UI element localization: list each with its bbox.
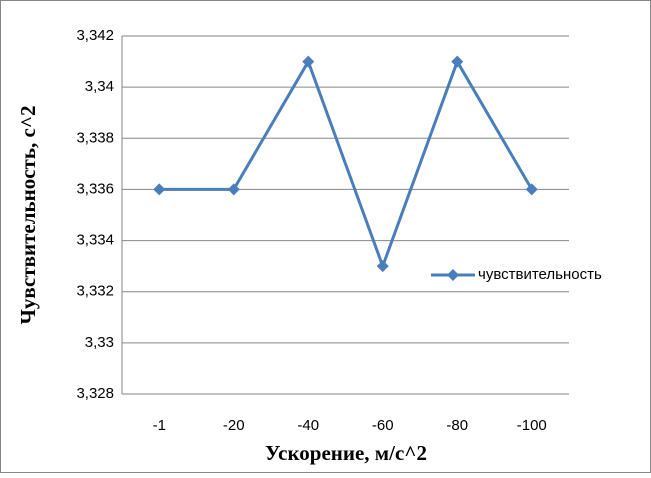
data-point — [376, 260, 389, 273]
x-tick-label: -40 — [297, 417, 319, 434]
data-point — [227, 183, 240, 196]
x-tick-label: -20 — [223, 417, 245, 434]
data-point — [302, 55, 315, 68]
data-point — [153, 183, 166, 196]
series-line — [159, 58, 534, 271]
y-tick-label: 3,332 — [76, 283, 114, 300]
data-point — [451, 55, 464, 68]
y-tick-label: 3,328 — [76, 385, 114, 402]
x-tick-label: -80 — [446, 417, 468, 434]
y-axis-title: Чувствительность, с^2 — [16, 106, 40, 325]
x-tick-label: -100 — [517, 417, 547, 434]
legend-marker — [447, 269, 459, 281]
y-tick-label: 3,34 — [85, 78, 114, 95]
x-tick-label: -1 — [153, 417, 166, 434]
y-tick-label: 3,338 — [76, 129, 114, 146]
y-tick-label: 3,342 — [76, 27, 114, 44]
x-tick-label: -60 — [372, 417, 394, 434]
data-point — [525, 183, 538, 196]
legend-label: чувствительность — [478, 266, 602, 283]
y-tick-label: 3,336 — [76, 180, 114, 197]
x-axis-title: Ускорение, м/с^2 — [265, 441, 427, 465]
y-tick-label: 3,33 — [85, 334, 114, 351]
y-tick-label: 3,334 — [76, 232, 114, 249]
